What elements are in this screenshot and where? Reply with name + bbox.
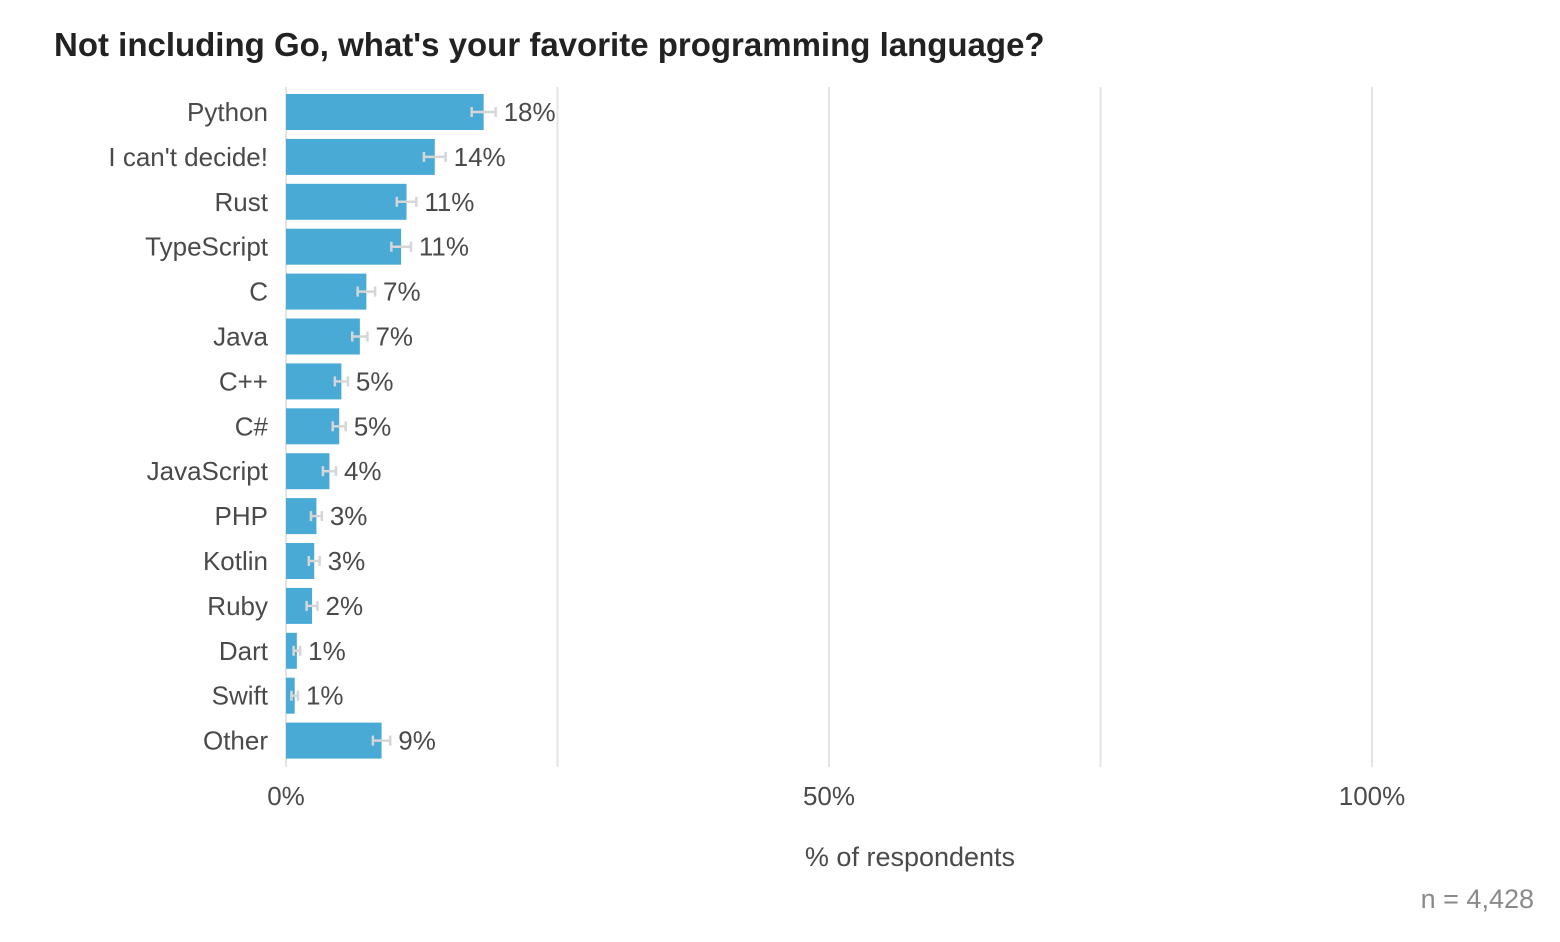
- chart-title: Not including Go, what's your favorite p…: [54, 26, 1045, 63]
- sample-size-note: n = 4,428: [1420, 884, 1534, 914]
- category-label-typescript: TypeScript: [145, 232, 269, 262]
- category-label-dart: Dart: [219, 636, 269, 666]
- error-bar-java: [350, 331, 369, 342]
- category-label-python: Python: [187, 97, 268, 127]
- x-tick-label: 50%: [803, 781, 855, 811]
- x-tick-labels: 0% 50% 100%: [267, 781, 1405, 811]
- error-bars: [290, 107, 497, 746]
- error-bar-javascript: [321, 466, 338, 477]
- error-bar-kotlin: [307, 556, 321, 566]
- bar-java: [286, 318, 360, 355]
- category-label-other: Other: [203, 726, 268, 756]
- value-label-i-can-t-decide: 14%: [454, 142, 506, 172]
- category-label-ruby: Ruby: [207, 591, 268, 621]
- x-axis-title: % of respondents: [805, 842, 1015, 872]
- category-label-c: C: [249, 277, 268, 307]
- value-label-c: 5%: [354, 411, 392, 441]
- bars: [286, 94, 484, 759]
- error-bar-typescript: [390, 241, 413, 252]
- bar-c: [286, 273, 367, 310]
- value-label-java: 7%: [375, 322, 413, 352]
- error-bar-ruby: [305, 600, 319, 611]
- error-bar-c: [333, 376, 350, 387]
- value-label-other: 9%: [398, 726, 436, 756]
- value-label-typescript: 11%: [419, 232, 469, 262]
- category-label-php: PHP: [215, 501, 268, 531]
- error-bar-python: [470, 107, 497, 117]
- value-label-c: 5%: [356, 366, 394, 396]
- category-label-javascript: JavaScript: [147, 456, 269, 486]
- bar-c: [286, 363, 342, 400]
- category-label-java: Java: [213, 322, 268, 352]
- value-label-dart: 1%: [308, 636, 346, 666]
- category-label-i-can-t-decide: I can't decide!: [108, 142, 268, 172]
- error-bar-php: [309, 511, 324, 522]
- category-labels: Python I can't decide! Rust TypeScript C Java…: [108, 97, 268, 756]
- error-bar-c: [356, 286, 377, 297]
- error-bar-rust: [395, 196, 418, 207]
- value-label-javascript: 4%: [344, 456, 382, 486]
- bar-c: [286, 408, 340, 445]
- error-bar-swift: [290, 690, 300, 701]
- bar-other: [286, 722, 382, 759]
- value-label-php: 3%: [330, 501, 368, 531]
- x-tick-label: 100%: [1339, 781, 1406, 811]
- error-bar-dart: [292, 645, 302, 656]
- value-label-rust: 11%: [424, 187, 474, 217]
- bar-typescript: [286, 228, 402, 265]
- bar-i-can-t-decide: [286, 138, 435, 175]
- error-bar-c: [331, 421, 347, 432]
- value-label-kotlin: 3%: [328, 546, 366, 576]
- bar-python: [286, 94, 484, 130]
- value-label-c: 7%: [383, 277, 421, 307]
- category-label-kotlin: Kotlin: [203, 546, 268, 576]
- x-tick-label: 0%: [267, 781, 305, 811]
- error-bar-other: [371, 735, 392, 746]
- bar-dart: [286, 632, 297, 669]
- value-labels: 18% 14% 11% 11% 7% 7% 5% 5% 4% 3% 3% 2% 1% 1% 9%: [306, 97, 556, 756]
- bar-rust: [286, 183, 407, 220]
- category-label-swift: Swift: [212, 681, 269, 711]
- value-label-python: 18%: [504, 97, 556, 127]
- category-label-rust: Rust: [215, 187, 269, 217]
- value-label-ruby: 2%: [325, 591, 363, 621]
- value-label-swift: 1%: [306, 681, 344, 711]
- category-label-c: C#: [235, 411, 269, 441]
- error-bar-i-can-t-decide: [422, 151, 447, 162]
- category-label-c: C++: [219, 366, 268, 396]
